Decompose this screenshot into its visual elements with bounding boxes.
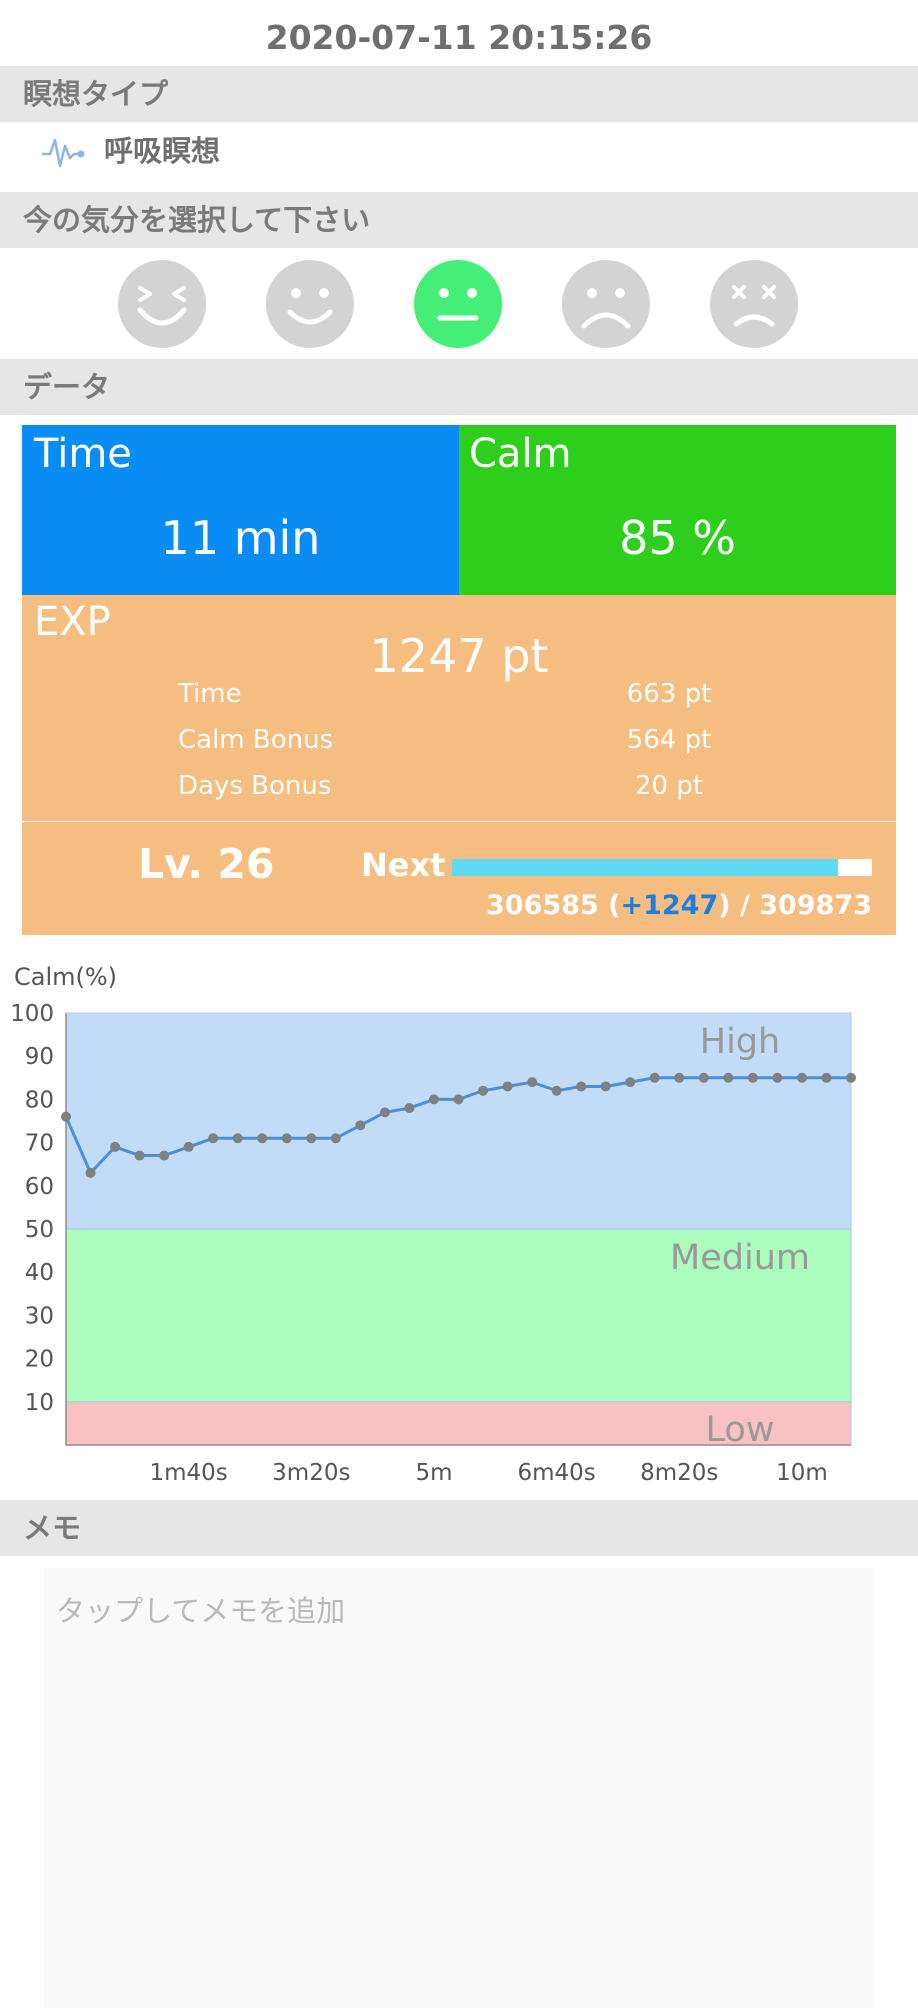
data-point: [208, 1133, 219, 1144]
data-point: [159, 1150, 170, 1161]
time-card-title: Time: [34, 431, 132, 477]
data-point: [698, 1072, 709, 1083]
y-tick-label: 30: [25, 1303, 54, 1329]
y-axis-label: Calm(%): [14, 963, 117, 991]
pulse-icon: [40, 132, 86, 176]
y-tick-label: 60: [25, 1174, 54, 1200]
meditation-type-label: 呼吸瞑想: [104, 134, 221, 168]
calm-card-title: Calm: [469, 431, 572, 477]
level-progress-track: [452, 859, 872, 876]
exp-total: 1247 pt: [369, 629, 549, 683]
band-label-medium: Medium: [670, 1238, 810, 1278]
time-card-value: 11 min: [160, 511, 321, 565]
y-tick-label: 80: [25, 1087, 54, 1113]
data-point: [576, 1081, 587, 1092]
x-tick-label: 8m20s: [640, 1460, 718, 1486]
dizzy-face-icon: [710, 260, 798, 348]
data-point: [404, 1103, 415, 1114]
band-medium: [65, 1228, 852, 1403]
y-tick-label: 40: [25, 1260, 54, 1286]
calm-card-value: 85 %: [619, 511, 736, 565]
x-tick-label: 3m20s: [272, 1460, 350, 1486]
laughing-face-icon: [118, 260, 206, 348]
data-point: [257, 1133, 268, 1144]
data-point: [649, 1072, 660, 1083]
exp-calm-bonus-value: 564 pt: [626, 725, 712, 755]
data-point: [551, 1085, 562, 1096]
data-point: [110, 1141, 121, 1152]
data-point: [379, 1107, 390, 1118]
band-label-high: High: [700, 1022, 780, 1062]
exp-time-value: 663 pt: [626, 679, 712, 709]
band-label-low: Low: [706, 1410, 775, 1450]
exp-card-title: EXP: [34, 599, 111, 645]
data-point: [85, 1167, 96, 1178]
level-card: Lv. 26 Next 306585 (+1247) / 309873: [22, 822, 896, 935]
neutral-face-icon: [414, 260, 502, 348]
level-progress-fill: [452, 859, 839, 876]
data-point: [600, 1081, 611, 1092]
session-datetime: 2020-07-11 20:15:26: [265, 18, 653, 57]
exp-days-bonus-label: Days Bonus: [178, 771, 332, 801]
data-point: [453, 1094, 464, 1105]
data-point: [330, 1133, 341, 1144]
y-tick-label: 50: [25, 1217, 54, 1243]
data-point: [306, 1133, 317, 1144]
x-tick-label: 10m: [776, 1460, 828, 1486]
time-card: Time 11 min: [22, 425, 459, 595]
y-tick-label: 70: [25, 1131, 54, 1157]
data-point: [232, 1133, 243, 1144]
mood-neutral-button[interactable]: [414, 260, 502, 348]
y-tick-label: 10: [25, 1390, 54, 1416]
y-tick-label: 90: [25, 1044, 54, 1070]
exp-calm-bonus-label: Calm Bonus: [178, 725, 334, 755]
mood-laughing-button[interactable]: [118, 260, 206, 348]
x-tick-label: 1m40s: [150, 1460, 228, 1486]
smiling-face-icon: [266, 260, 354, 348]
data-point: [355, 1120, 366, 1131]
x-tick-label: 5m: [415, 1460, 452, 1486]
memo-placeholder: タップしてメモを追加: [56, 1594, 346, 1628]
x-tick-label: 6m40s: [517, 1460, 595, 1486]
data-point: [772, 1072, 783, 1083]
data-point: [502, 1081, 513, 1092]
data-point: [281, 1133, 292, 1144]
data-point: [723, 1072, 734, 1083]
mood-header: 今の気分を選択して下さい: [0, 192, 918, 248]
data-point: [478, 1085, 489, 1096]
calm-chart: High Medium Low Calm(%) 10 20 30 40 50 60 70 80 90 10…: [10, 963, 856, 1486]
y-tick-label: 100: [10, 1001, 54, 1027]
meditation-type-header: 瞑想タイプ: [0, 66, 918, 122]
memo-header: メモ: [0, 1500, 918, 1556]
exp-card: EXP 1247 pt Time 663 pt Calm Bonus 564 p…: [22, 595, 896, 821]
divider: [22, 821, 896, 822]
sad-face-icon: [562, 260, 650, 348]
exp-days-bonus-value: 20 pt: [634, 771, 704, 801]
level-gain: +1247: [620, 890, 719, 921]
next-label: Next: [361, 846, 446, 884]
data-point: [527, 1077, 538, 1088]
data-point: [134, 1150, 145, 1161]
data-point: [846, 1072, 856, 1083]
level-current: 306585 (: [486, 890, 621, 921]
data-header: データ: [0, 359, 918, 415]
data-point: [428, 1094, 439, 1105]
y-tick-label: 20: [25, 1347, 54, 1373]
mood-sad-button[interactable]: [562, 260, 650, 348]
data-point: [821, 1072, 832, 1083]
level-target: ) / 309873: [718, 890, 872, 921]
memo-input[interactable]: [44, 1568, 874, 2008]
level-label: Lv. 26: [138, 840, 275, 888]
calm-card: Calm 85 %: [459, 425, 896, 595]
mood-smiling-button[interactable]: [266, 260, 354, 348]
data-point: [674, 1072, 685, 1083]
data-point: [183, 1141, 194, 1152]
data-point: [796, 1072, 807, 1083]
data-point: [61, 1111, 71, 1122]
exp-time-label: Time: [178, 679, 242, 709]
level-progress-text: 306585 (+1247) / 309873: [322, 890, 872, 921]
data-point: [747, 1072, 758, 1083]
mood-dizzy-button[interactable]: [710, 260, 798, 348]
data-point: [625, 1077, 636, 1088]
